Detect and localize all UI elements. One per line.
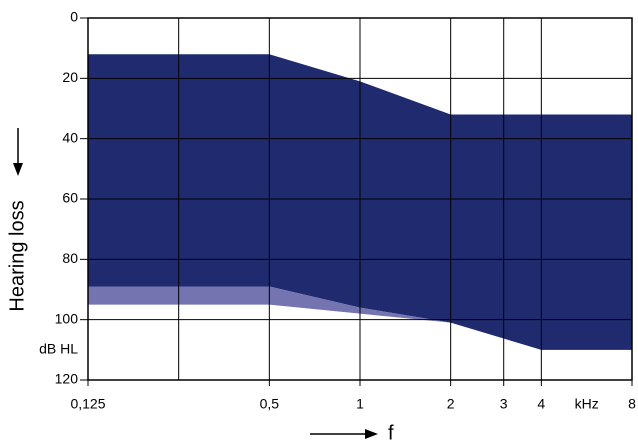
y-tick-label: 80: [62, 250, 78, 266]
x-tick-label: 0,125: [70, 396, 105, 412]
x-tick-label: 2: [447, 396, 455, 412]
x-axis-label: f: [388, 422, 394, 443]
y-tick-label: 60: [62, 190, 78, 206]
x-tick-label: 4: [537, 396, 545, 412]
x-tick-label: 3: [500, 396, 508, 412]
y-tick-label: 120: [55, 371, 79, 387]
x-tick-label: 0,5: [260, 396, 280, 412]
x-tick-label: 8: [628, 396, 636, 412]
plot-frame: [87, 17, 633, 381]
x-arrow: [310, 429, 378, 439]
y-axis-label: Hearing loss: [6, 200, 28, 311]
y-unit: dB HL: [39, 341, 78, 357]
y-tick-label: 20: [62, 69, 78, 85]
y-tick-label: 40: [62, 129, 78, 145]
y-tick-label: 0: [70, 9, 78, 25]
x-unit: kHz: [575, 396, 599, 412]
y-tick-label: 100: [55, 310, 79, 326]
x-tick-label: 1: [356, 396, 364, 412]
y-arrow: [13, 128, 23, 176]
